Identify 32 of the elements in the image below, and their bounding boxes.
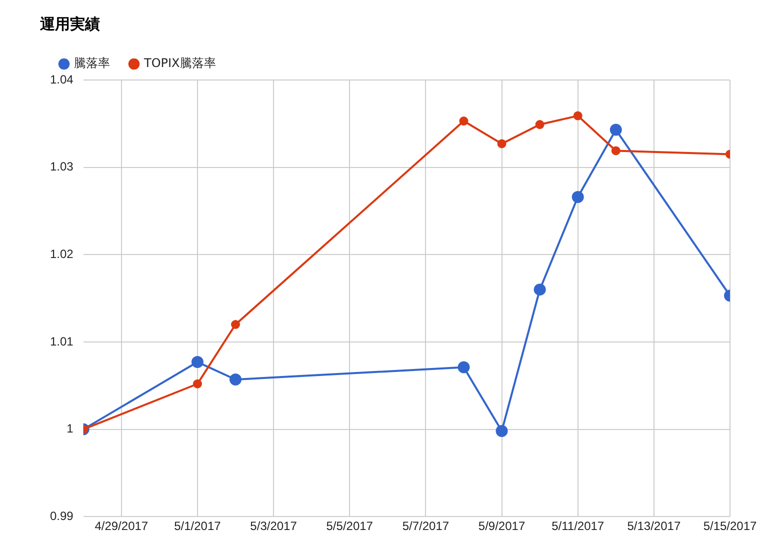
point xyxy=(535,120,544,130)
x-tick-label: 5/7/2017 xyxy=(402,519,450,534)
y-tick-label: 1.03 xyxy=(50,160,74,174)
x-tick-label: 5/11/2017 xyxy=(552,519,604,534)
point xyxy=(573,111,582,120)
point xyxy=(458,361,470,374)
legend-label: 騰落率 xyxy=(74,56,110,70)
point xyxy=(192,379,202,388)
point xyxy=(459,116,468,126)
x-tick-label: 5/3/2017 xyxy=(250,519,298,534)
x-tick-label: 5/9/2017 xyxy=(478,519,526,534)
y-tick-label: 1.02 xyxy=(50,246,74,261)
y-tick-label: 0.99 xyxy=(50,508,74,523)
chart-title: 運用実績 xyxy=(39,14,100,33)
x-tick-label: 4/29/2017 xyxy=(94,519,148,534)
x-tick-label: 5/13/2017 xyxy=(627,519,681,534)
point xyxy=(534,284,546,296)
point xyxy=(572,191,584,204)
x-tick-label: 5/1/2017 xyxy=(174,519,222,534)
point xyxy=(497,139,506,148)
x-tick-label: 5/5/2017 xyxy=(326,519,374,534)
point xyxy=(610,124,622,136)
point xyxy=(496,425,508,438)
legend-label: TOPIX騰落率 xyxy=(143,56,216,70)
y-tick-label: 1.04 xyxy=(50,72,74,86)
y-tick-label: 1.01 xyxy=(50,334,74,348)
point xyxy=(231,320,240,329)
point xyxy=(191,356,204,368)
y-tick-label: 1 xyxy=(66,422,74,436)
x-tick-label: 5/15/2017 xyxy=(703,519,758,534)
point xyxy=(230,374,242,386)
point xyxy=(611,146,620,156)
